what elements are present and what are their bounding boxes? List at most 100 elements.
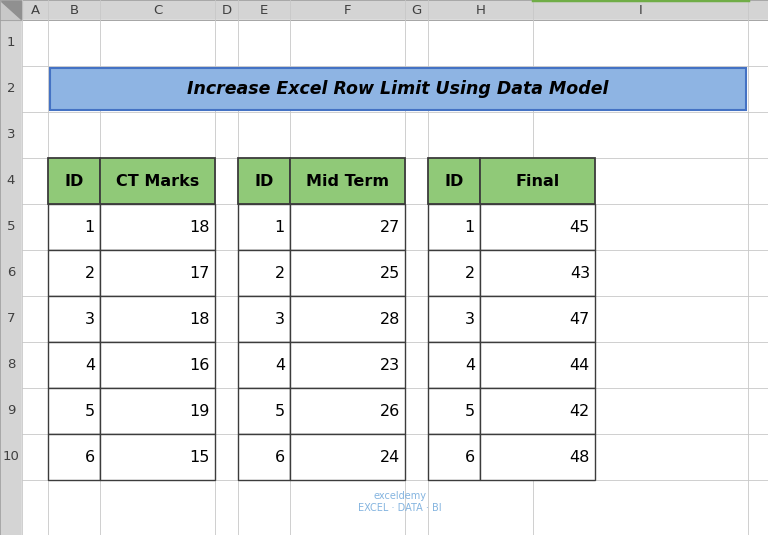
Bar bbox=[238, 296, 290, 342]
Text: Final: Final bbox=[515, 173, 560, 188]
Text: ID: ID bbox=[65, 173, 84, 188]
Text: 25: 25 bbox=[379, 265, 400, 280]
Bar bbox=[100, 342, 215, 388]
Text: 8: 8 bbox=[7, 358, 15, 371]
Text: F: F bbox=[344, 4, 351, 17]
Bar bbox=[428, 158, 480, 204]
Bar bbox=[48, 296, 100, 342]
Text: 1: 1 bbox=[275, 219, 285, 234]
Bar bbox=[238, 434, 290, 480]
Bar bbox=[290, 342, 405, 388]
Text: C: C bbox=[153, 4, 162, 17]
Text: 18: 18 bbox=[190, 311, 210, 326]
Text: B: B bbox=[69, 4, 78, 17]
Text: 44: 44 bbox=[570, 357, 590, 372]
Text: 24: 24 bbox=[379, 449, 400, 464]
Text: 45: 45 bbox=[570, 219, 590, 234]
Bar bbox=[100, 296, 215, 342]
Text: 17: 17 bbox=[190, 265, 210, 280]
Bar bbox=[480, 342, 595, 388]
Bar bbox=[480, 158, 595, 204]
Text: 5: 5 bbox=[275, 403, 285, 418]
Text: 1: 1 bbox=[465, 219, 475, 234]
Text: 1: 1 bbox=[7, 36, 15, 50]
Bar bbox=[0, 0, 22, 20]
Text: 2: 2 bbox=[465, 265, 475, 280]
Bar bbox=[238, 250, 290, 296]
Text: D: D bbox=[221, 4, 232, 17]
Text: 19: 19 bbox=[190, 403, 210, 418]
Text: ID: ID bbox=[445, 173, 464, 188]
Bar bbox=[48, 204, 100, 250]
Text: 2: 2 bbox=[7, 82, 15, 96]
Text: 4: 4 bbox=[7, 174, 15, 187]
Text: Increase Excel Row Limit Using Data Model: Increase Excel Row Limit Using Data Mode… bbox=[187, 80, 609, 98]
Text: 16: 16 bbox=[190, 357, 210, 372]
Text: 43: 43 bbox=[570, 265, 590, 280]
Bar bbox=[100, 434, 215, 480]
Text: 7: 7 bbox=[7, 312, 15, 325]
Polygon shape bbox=[1, 1, 21, 19]
Text: 6: 6 bbox=[465, 449, 475, 464]
Bar bbox=[238, 158, 290, 204]
Bar bbox=[238, 388, 290, 434]
Text: 3: 3 bbox=[275, 311, 285, 326]
Text: 26: 26 bbox=[379, 403, 400, 418]
Text: A: A bbox=[31, 4, 40, 17]
Text: 3: 3 bbox=[85, 311, 95, 326]
Bar bbox=[480, 434, 595, 480]
Bar bbox=[100, 250, 215, 296]
Text: 3: 3 bbox=[465, 311, 475, 326]
Text: 2: 2 bbox=[85, 265, 95, 280]
Bar bbox=[480, 388, 595, 434]
Bar bbox=[428, 434, 480, 480]
Bar bbox=[428, 388, 480, 434]
Text: 23: 23 bbox=[380, 357, 400, 372]
Text: ID: ID bbox=[254, 173, 273, 188]
Text: 48: 48 bbox=[570, 449, 590, 464]
Text: CT Marks: CT Marks bbox=[116, 173, 199, 188]
Bar bbox=[48, 434, 100, 480]
Text: 4: 4 bbox=[85, 357, 95, 372]
Bar bbox=[480, 204, 595, 250]
Bar bbox=[238, 204, 290, 250]
Bar bbox=[0, 0, 22, 535]
Text: I: I bbox=[639, 4, 642, 17]
Bar bbox=[428, 250, 480, 296]
Text: 28: 28 bbox=[379, 311, 400, 326]
Text: 15: 15 bbox=[190, 449, 210, 464]
Text: H: H bbox=[475, 4, 485, 17]
Bar bbox=[428, 296, 480, 342]
Text: 3: 3 bbox=[7, 128, 15, 141]
Bar bbox=[290, 296, 405, 342]
Bar bbox=[100, 388, 215, 434]
Text: 1: 1 bbox=[84, 219, 95, 234]
FancyBboxPatch shape bbox=[50, 68, 746, 110]
Bar bbox=[100, 158, 215, 204]
Text: 2: 2 bbox=[275, 265, 285, 280]
Bar bbox=[290, 388, 405, 434]
Text: 27: 27 bbox=[379, 219, 400, 234]
Bar bbox=[48, 158, 100, 204]
Text: exceldemy
EXCEL · DATA · BI: exceldemy EXCEL · DATA · BI bbox=[358, 491, 442, 513]
Text: 6: 6 bbox=[275, 449, 285, 464]
Bar bbox=[480, 296, 595, 342]
Text: G: G bbox=[412, 4, 422, 17]
Text: 9: 9 bbox=[7, 404, 15, 417]
Text: 42: 42 bbox=[570, 403, 590, 418]
Bar bbox=[290, 434, 405, 480]
Text: 5: 5 bbox=[7, 220, 15, 233]
Text: Mid Term: Mid Term bbox=[306, 173, 389, 188]
Bar bbox=[290, 250, 405, 296]
Text: 10: 10 bbox=[2, 450, 19, 463]
Bar bbox=[480, 250, 595, 296]
Text: 4: 4 bbox=[465, 357, 475, 372]
Bar bbox=[428, 342, 480, 388]
Bar bbox=[428, 204, 480, 250]
Bar bbox=[0, 0, 768, 20]
Bar bbox=[290, 204, 405, 250]
Text: 4: 4 bbox=[275, 357, 285, 372]
Bar bbox=[238, 342, 290, 388]
Bar bbox=[290, 158, 405, 204]
Text: 6: 6 bbox=[85, 449, 95, 464]
